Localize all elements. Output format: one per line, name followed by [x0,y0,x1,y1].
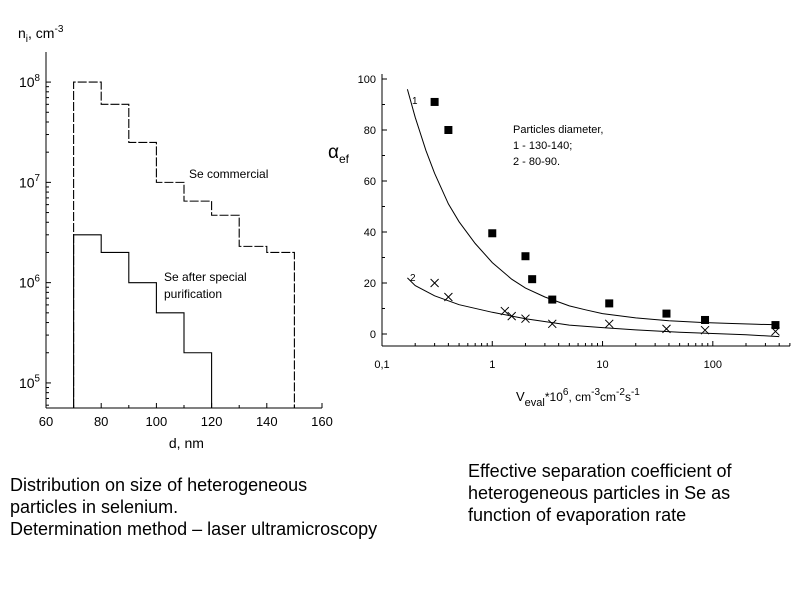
y-tick-label: 40 [364,227,376,239]
data-point-series-1 [521,252,530,261]
data-point-series-2 [507,311,517,321]
x-tick-label: 120 [201,414,223,429]
y-tick-label: 80 [364,125,376,137]
data-point-series-2 [662,324,671,334]
data-point-series-1 [771,321,780,330]
y-axis-label: ni, cm-3 [18,24,64,45]
y-tick-label: 105 [19,374,41,391]
series-step-purified [73,234,213,408]
y-tick-label: 0 [370,329,376,341]
data-point-series-1 [430,97,439,106]
legend-entry-1: 1 - 130-140; [513,140,572,152]
data-point-series-2 [500,306,510,316]
y-tick-label: 20 [364,278,376,290]
fit-curve-2 [407,277,780,338]
size-distribution-chart: 60 80 100 120 140 160 105 106 107 108 d, nm ni, cm-… [18,24,333,451]
legend-entry-2: 2 - 80-90. [513,156,560,168]
data-point-series-1 [488,229,497,238]
x-tick-label: 100 [146,414,168,429]
data-point-series-2 [521,314,530,324]
data-point-series-1 [528,275,537,284]
y-tick-label: 60 [364,176,376,188]
series-label-commercial: Se commercial [189,167,268,181]
data-point-series-1 [548,295,557,304]
x-axis-label: Veval*106, cm-3cm-2s-1 [516,387,640,409]
left-caption-line: particles in selenium. [10,497,179,517]
x-axis-label: d, nm [169,435,204,451]
x-tick-label: 80 [94,414,108,429]
data-point-series-1 [605,299,614,308]
series-label-purified: Se after special [164,270,247,284]
curve-label-1: 1 [412,96,418,107]
y-tick-label: 108 [19,73,41,90]
x-tick-label: 160 [311,414,333,429]
x-tick-label: 0,1 [374,359,389,371]
left-caption-line: Distribution on size of heterogeneous [10,475,308,495]
data-point-series-2 [771,327,780,336]
right-caption-line: function of evaporation rate [468,505,687,525]
data-point-series-1 [662,309,671,318]
x-tick-label: 1 [489,359,495,371]
right-caption-line: Effective separation coefficient of [468,461,732,481]
data-point-series-2 [444,292,453,302]
y-tick-label: 106 [19,273,41,290]
y-tick-label: 107 [19,173,40,190]
right-caption-line: heterogeneous particles in Se as [468,483,731,503]
data-point-series-2 [430,278,439,288]
y-tick-label: 100 [358,74,376,86]
left-caption-line: Determination method – laser ultramicros… [10,519,378,539]
series-step-commercial [73,81,295,408]
y-axis-label: αef [328,142,350,166]
data-point-series-1 [701,315,710,324]
data-point-series-2 [700,325,710,335]
series-label-purified: purification [164,287,222,301]
x-tick-label: 10 [596,359,608,371]
curve-label-2: 2 [410,273,416,284]
data-point-series-2 [604,319,614,329]
right-caption: Effective separation coefficient of hete… [468,460,788,526]
x-tick-label: 100 [704,359,722,371]
left-caption: Distribution on size of heterogeneous pa… [10,474,430,540]
legend-title: Particles diameter, [513,124,603,136]
separation-coefficient-chart: 0,1 1 10 100 0 20 40 60 80 100 αef Veval*106, cm-3c… [328,74,791,409]
x-tick-label: 140 [256,414,278,429]
data-point-series-1 [444,126,453,134]
fit-curve-1 [406,89,780,326]
data-point-series-2 [547,319,557,329]
x-tick-label: 60 [39,414,53,429]
